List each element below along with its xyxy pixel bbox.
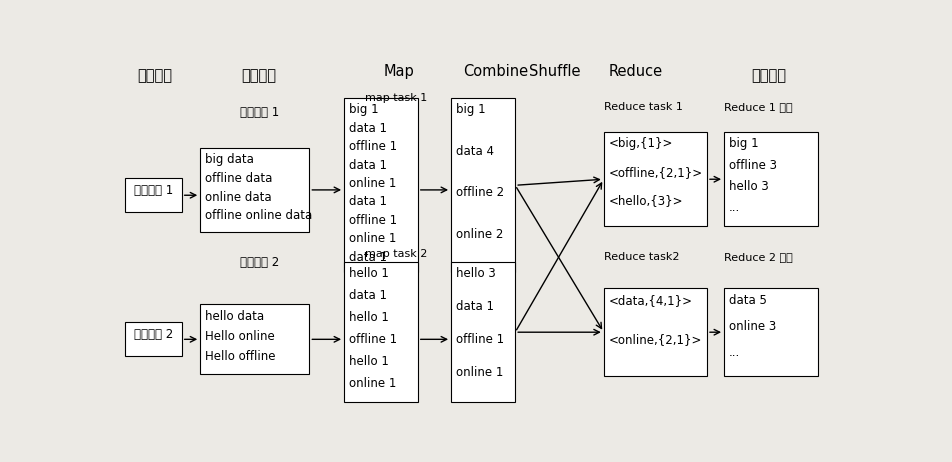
Text: online 1: online 1 <box>349 377 397 390</box>
FancyBboxPatch shape <box>125 322 182 356</box>
Text: Combine: Combine <box>463 64 527 79</box>
Text: offline online data: offline online data <box>206 209 312 222</box>
Text: hello 1: hello 1 <box>349 267 389 280</box>
Text: data 4: data 4 <box>456 145 494 158</box>
Text: 输入分片 1: 输入分片 1 <box>240 106 279 120</box>
Text: offline 2: offline 2 <box>456 186 505 199</box>
Text: 输入分片: 输入分片 <box>242 68 277 83</box>
FancyBboxPatch shape <box>451 262 515 402</box>
Text: Reduce 2 输出: Reduce 2 输出 <box>724 252 793 262</box>
Text: <data,{4,1}>: <data,{4,1}> <box>609 294 693 307</box>
Text: 输入文件 1: 输入文件 1 <box>133 183 173 196</box>
Text: Hello online: Hello online <box>206 330 275 343</box>
Text: Hello offline: Hello offline <box>206 350 276 363</box>
FancyBboxPatch shape <box>125 178 182 212</box>
Text: offline 1: offline 1 <box>349 214 397 227</box>
Text: data 5: data 5 <box>729 294 767 307</box>
Text: <offline,{2,1}>: <offline,{2,1}> <box>609 166 703 179</box>
Text: <big,{1}>: <big,{1}> <box>609 137 673 150</box>
Text: Reduce task2: Reduce task2 <box>605 252 680 262</box>
Text: big 1: big 1 <box>349 103 379 116</box>
Text: big data: big data <box>206 153 254 166</box>
Text: offline data: offline data <box>206 172 272 185</box>
Text: 输入分片 2: 输入分片 2 <box>240 256 279 269</box>
Text: data 1: data 1 <box>349 122 387 135</box>
Text: hello data: hello data <box>206 310 265 323</box>
Text: big 1: big 1 <box>456 103 486 116</box>
Text: hello 1: hello 1 <box>349 355 389 368</box>
Text: <hello,{3}>: <hello,{3}> <box>609 194 684 207</box>
FancyBboxPatch shape <box>724 132 819 226</box>
Text: Reduce task 1: Reduce task 1 <box>605 103 684 112</box>
Text: hello 3: hello 3 <box>456 267 496 280</box>
Text: offline 1: offline 1 <box>456 333 505 346</box>
Text: 输入文件 2: 输入文件 2 <box>133 328 173 340</box>
Text: map task 1: map task 1 <box>365 93 426 103</box>
Text: online 3: online 3 <box>729 320 777 333</box>
Text: big 1: big 1 <box>729 137 759 150</box>
Text: online 1: online 1 <box>349 177 397 190</box>
Text: data 1: data 1 <box>349 158 387 171</box>
Text: online data: online data <box>206 191 272 204</box>
Text: offline 1: offline 1 <box>349 140 397 153</box>
Text: 输入文件: 输入文件 <box>137 68 172 83</box>
FancyBboxPatch shape <box>344 98 418 273</box>
FancyBboxPatch shape <box>604 132 707 226</box>
Text: Map: Map <box>384 64 415 79</box>
Text: Reduce 1 输出: Reduce 1 输出 <box>724 103 793 112</box>
FancyBboxPatch shape <box>604 288 707 376</box>
FancyBboxPatch shape <box>200 304 309 374</box>
Text: ...: ... <box>729 346 741 359</box>
FancyBboxPatch shape <box>344 262 418 402</box>
Text: hello 3: hello 3 <box>729 180 769 193</box>
Text: map task 2: map task 2 <box>365 249 427 259</box>
FancyBboxPatch shape <box>451 98 515 273</box>
FancyBboxPatch shape <box>724 288 819 376</box>
Text: offline 1: offline 1 <box>349 333 397 346</box>
Text: 输出文件: 输出文件 <box>751 68 785 83</box>
Text: offline 3: offline 3 <box>729 158 777 171</box>
Text: data 1: data 1 <box>349 289 387 302</box>
Text: online 1: online 1 <box>349 232 397 245</box>
Text: data 1: data 1 <box>349 195 387 208</box>
Text: online 2: online 2 <box>456 227 504 241</box>
Text: ...: ... <box>729 201 741 214</box>
Text: Reduce: Reduce <box>608 64 663 79</box>
Text: hello 1: hello 1 <box>349 311 389 324</box>
Text: data 1: data 1 <box>456 300 494 313</box>
Text: data 1: data 1 <box>349 250 387 263</box>
FancyBboxPatch shape <box>200 148 309 231</box>
Text: online 1: online 1 <box>456 366 504 379</box>
Text: <online,{2,1}>: <online,{2,1}> <box>609 333 703 346</box>
Text: Shuffle: Shuffle <box>528 64 580 79</box>
